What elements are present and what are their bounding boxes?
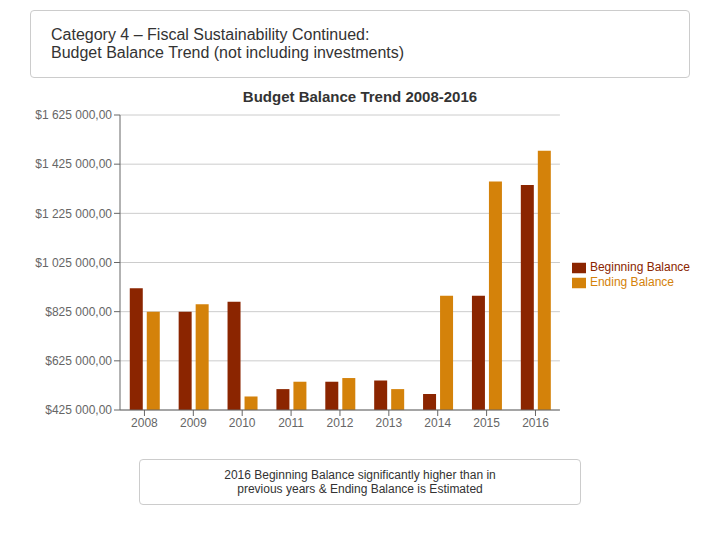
svg-text:2013: 2013 xyxy=(375,416,402,430)
html-text:Beginning Balance: Beginning Balance xyxy=(589,260,690,275)
svg-text:$1 425 000,00: $1 425 000,00 xyxy=(35,157,112,171)
svg-text:2010: 2010 xyxy=(229,416,256,430)
svg-text:$1 025 000,00: $1 025 000,00 xyxy=(35,256,112,270)
svg-text:2008: 2008 xyxy=(131,416,158,430)
svg-text:$1 625 000,00: $1 625 000,00 xyxy=(35,108,112,122)
svg-text:2011: 2011 xyxy=(278,416,304,430)
svg-text:2016: 2016 xyxy=(522,416,549,430)
html-text:Ending Balance: Ending Balance xyxy=(589,275,674,289)
html-text:Budget Balance Trend 2008-2016: Budget Balance Trend 2008-2016 xyxy=(242,88,478,105)
svg-text:2009: 2009 xyxy=(180,416,207,430)
svg-text:2015: 2015 xyxy=(473,416,500,430)
svg-text:2014: 2014 xyxy=(424,416,451,430)
svg-text:$625 000,00: $625 000,00 xyxy=(45,354,112,368)
svg-text:$1 225 000,00: $1 225 000,00 xyxy=(35,207,112,221)
html-text:Category 4 – Fiscal Sustainabi: Category 4 – Fiscal Sustainability Conti… xyxy=(51,26,405,61)
svg-text:$425 000,00: $425 000,00 xyxy=(45,403,112,417)
svg-text:$825 000,00: $825 000,00 xyxy=(45,305,112,319)
svg-text:2012: 2012 xyxy=(327,416,354,430)
html-text:2016 Beginning Balance signifi: 2016 Beginning Balance significantly hig… xyxy=(224,468,496,496)
